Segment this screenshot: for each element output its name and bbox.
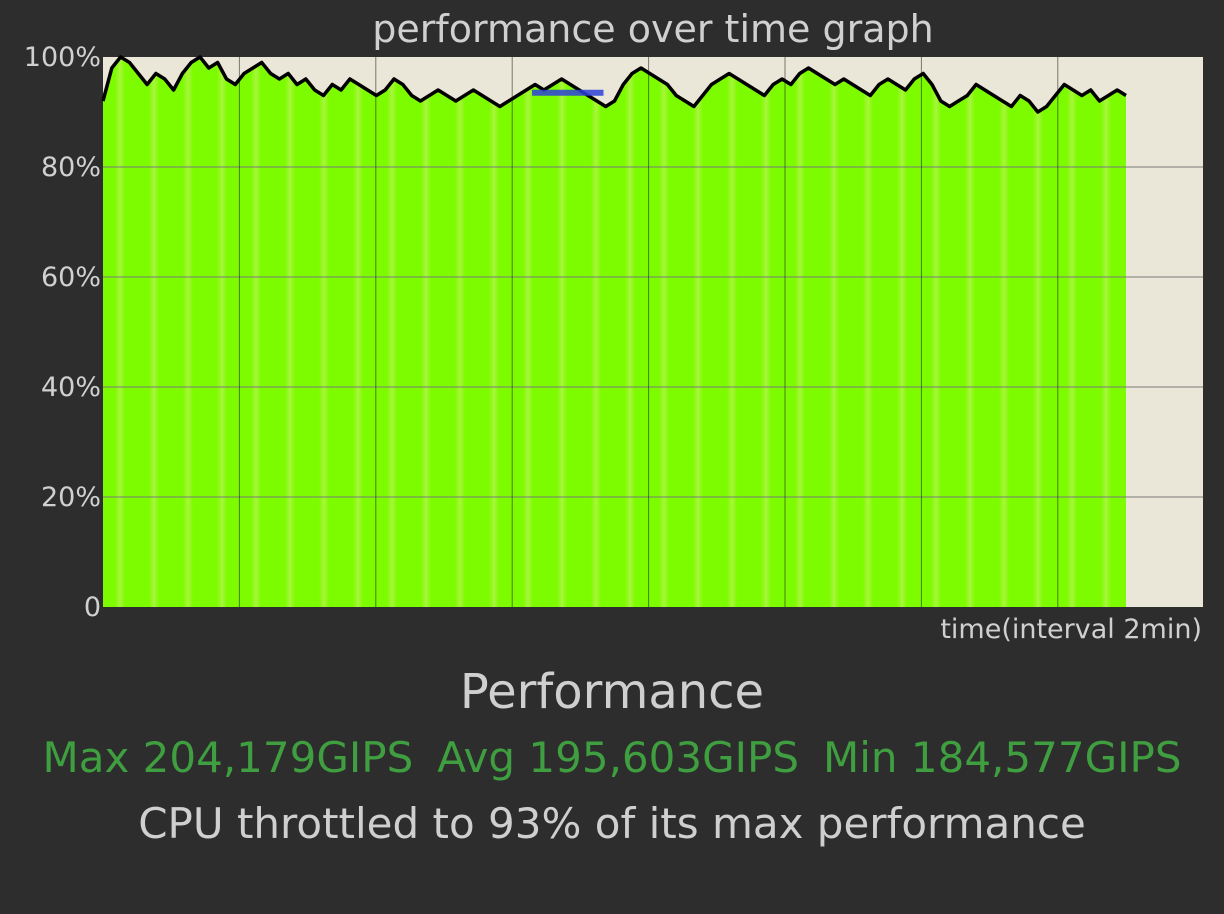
throttle-summary: CPU throttled to 93% of its max performa…	[138, 799, 1086, 848]
y-tick-label: 40%	[41, 372, 101, 403]
avg-performance: Avg 195,603GIPS	[437, 733, 800, 782]
max-performance: Max 204,179GIPS	[42, 733, 414, 782]
y-tick-label: 0	[84, 592, 101, 623]
min-performance: Min 184,577GIPS	[823, 733, 1182, 782]
performance-heading: Performance	[459, 664, 765, 720]
y-tick-label: 20%	[41, 482, 101, 513]
performance-line	[101, 55, 1127, 114]
y-tick-label: 100%	[24, 42, 101, 73]
x-axis-label: time(interval 2min)	[940, 614, 1202, 645]
y-tick-label: 60%	[41, 262, 101, 293]
performance-chart: 0 20% 40% 60% 80% 100%	[24, 42, 1203, 623]
y-tick-label: 80%	[41, 152, 101, 183]
chart-title: performance over time graph	[372, 7, 934, 51]
performance-stats: Max 204,179GIPS Avg 195,603GIPS Min 184,…	[0, 730, 1224, 786]
performance-area	[103, 57, 1126, 607]
